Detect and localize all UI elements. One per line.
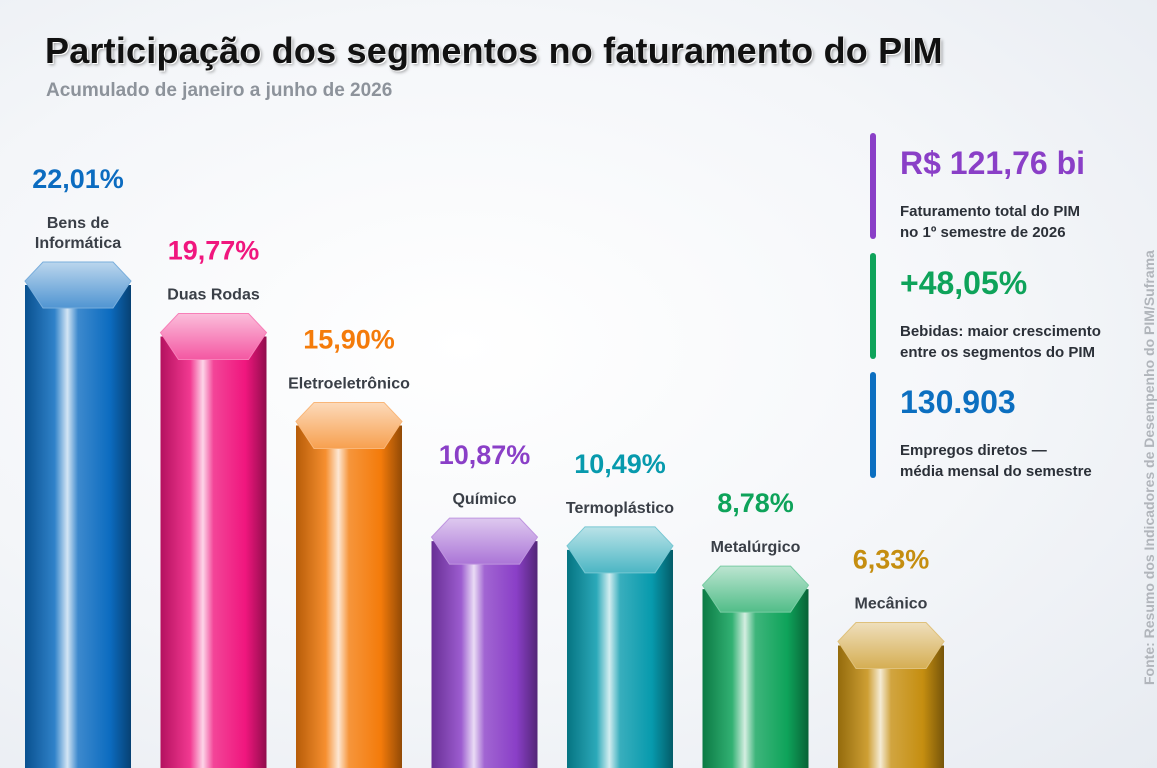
bar-value-label: 19,77% <box>168 235 260 265</box>
kpi-accent-bar <box>870 372 876 478</box>
bar-category-label: Metalúrgico <box>711 539 801 556</box>
bar-value-label: 8,78% <box>717 488 794 518</box>
kpi-direct-jobs: 130.903 Empregos diretos — média mensal … <box>870 372 1140 480</box>
bar-quimico: 10,87% Químico <box>430 440 539 768</box>
kpi-description: Faturamento total do PIM no 1º semestre … <box>900 201 1140 243</box>
bar-category-label: Bens de <box>47 215 109 232</box>
bar-cap <box>837 621 945 669</box>
chart-title: Participação dos segmentos no faturament… <box>45 30 943 71</box>
bar-body <box>838 645 944 768</box>
bar-cap <box>430 517 539 565</box>
bar-cap <box>701 565 810 613</box>
kpi-value: +48,05% <box>900 265 1028 301</box>
kpi-description-line: Faturamento total do PIM <box>900 203 1080 220</box>
kpi-value: 130.903 <box>900 384 1016 420</box>
source-note: Fonte: Resumo dos Indicadores de Desempe… <box>1141 250 1157 685</box>
kpi-total-revenue: R$ 121,76 bi Faturamento total do PIM no… <box>870 133 1140 241</box>
bar-cap <box>295 401 403 449</box>
bar-category-label: Duas Rodas <box>167 286 260 303</box>
bar-category-label: Termoplástico <box>566 500 674 517</box>
bar-value-label: 10,87% <box>439 440 531 470</box>
bar-body <box>160 336 267 768</box>
bar-duas-rodas: 19,77% Duas Rodas <box>159 235 268 768</box>
kpi-description-line: Empregos diretos — <box>900 442 1047 459</box>
bar-bens-de-informatica: 22,01% Bens de Informática <box>24 164 132 768</box>
bar-value-label: 22,01% <box>32 164 124 194</box>
kpi-accent-bar <box>870 133 876 239</box>
kpi-description-line: Bebidas: maior crescimento <box>900 323 1101 340</box>
bar-body <box>567 549 673 768</box>
bar-eletroeletronico: 15,90% Eletroeletrônico <box>288 324 410 768</box>
bar-body <box>25 285 131 768</box>
bar-body <box>296 425 402 768</box>
kpi-description-line: no 1º semestre de 2026 <box>900 224 1066 241</box>
bar-cap <box>24 261 132 309</box>
kpi-value: R$ 121,76 bi <box>900 145 1085 181</box>
bar-category-label: Químico <box>452 491 516 508</box>
bar-body <box>431 541 538 768</box>
kpi-description: Empregos diretos — média mensal do semes… <box>900 440 1140 482</box>
bar-category-label: Mecânico <box>855 595 928 612</box>
kpi-description: Bebidas: maior crescimento entre os segm… <box>900 321 1140 363</box>
bar-category-label: Eletroeletrônico <box>288 375 410 392</box>
chart-subtitle: Acumulado de janeiro a junho de 2026 <box>46 80 393 101</box>
bar-metalurgico: 8,78% Metalúrgico <box>701 488 810 768</box>
kpi-beverages-growth: +48,05% Bebidas: maior crescimento entre… <box>870 253 1140 361</box>
kpi-accent-bar <box>870 253 876 359</box>
bar-category-label: Informática <box>35 235 121 252</box>
bar-value-label: 10,49% <box>574 449 666 479</box>
bar-termoplastico: 10,49% Termoplástico <box>566 449 674 768</box>
bar-body <box>702 589 809 768</box>
kpi-description-line: entre os segmentos do PIM <box>900 344 1096 361</box>
kpi-description-line: média mensal do semestre <box>900 463 1092 480</box>
bar-cap <box>566 526 674 574</box>
bar-value-label: 6,33% <box>853 544 930 574</box>
bar-value-label: 15,90% <box>303 324 395 354</box>
bar-mecanico: 6,33% Mecânico <box>837 544 945 768</box>
bar-cap <box>159 312 268 360</box>
